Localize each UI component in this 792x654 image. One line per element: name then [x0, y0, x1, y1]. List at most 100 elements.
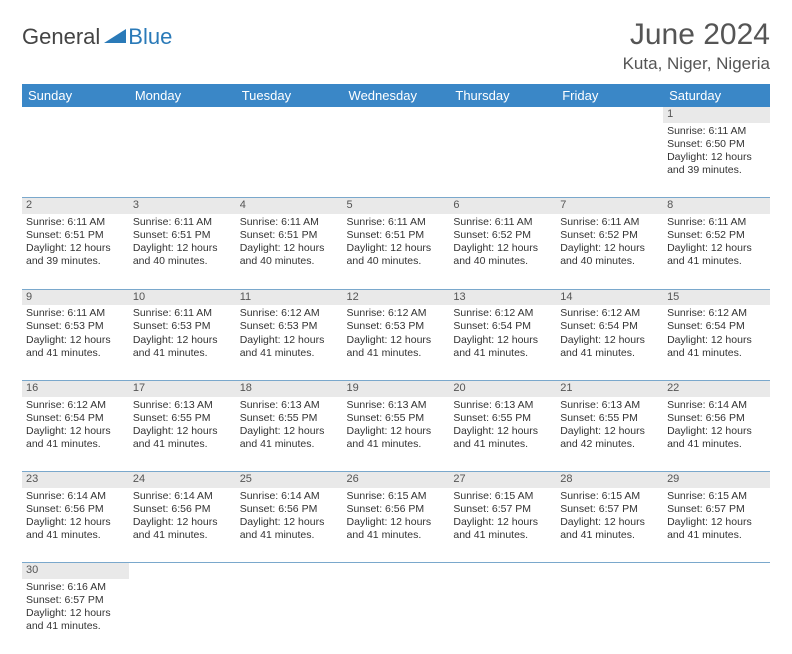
- day-number: 28: [556, 472, 663, 488]
- day-cell: Sunrise: 6:11 AMSunset: 6:50 PMDaylight:…: [663, 123, 770, 198]
- daylight-text: Daylight: 12 hours and 41 minutes.: [133, 425, 232, 451]
- title-block: June 2024 Kuta, Niger, Nigeria: [623, 18, 770, 74]
- day-cell: [236, 579, 343, 654]
- sunset-text: Sunset: 6:57 PM: [560, 503, 659, 516]
- sunset-text: Sunset: 6:52 PM: [453, 229, 552, 242]
- daylight-text: Daylight: 12 hours and 41 minutes.: [240, 516, 339, 542]
- daylight-text: Daylight: 12 hours and 41 minutes.: [667, 242, 766, 268]
- header-row: General Blue June 2024 Kuta, Niger, Nige…: [22, 18, 770, 74]
- day-number: 10: [129, 289, 236, 305]
- month-title: June 2024: [623, 18, 770, 52]
- sunset-text: Sunset: 6:52 PM: [560, 229, 659, 242]
- day-content-row: Sunrise: 6:11 AMSunset: 6:50 PMDaylight:…: [22, 123, 770, 198]
- brand-logo: General Blue: [22, 24, 172, 50]
- sunset-text: Sunset: 6:54 PM: [26, 412, 125, 425]
- day-cell: Sunrise: 6:14 AMSunset: 6:56 PMDaylight:…: [236, 488, 343, 563]
- sunset-text: Sunset: 6:54 PM: [560, 320, 659, 333]
- daylight-text: Daylight: 12 hours and 41 minutes.: [667, 516, 766, 542]
- day-number: 25: [236, 472, 343, 488]
- day-number-row: 2345678: [22, 198, 770, 214]
- day-cell: Sunrise: 6:12 AMSunset: 6:54 PMDaylight:…: [556, 305, 663, 380]
- day-number-row: 9101112131415: [22, 289, 770, 305]
- day-cell: Sunrise: 6:11 AMSunset: 6:52 PMDaylight:…: [449, 214, 556, 289]
- day-number: 17: [129, 380, 236, 396]
- day-cell: [129, 123, 236, 198]
- brand-text-2: Blue: [128, 24, 172, 50]
- day-cell: Sunrise: 6:13 AMSunset: 6:55 PMDaylight:…: [449, 397, 556, 472]
- day-cell: [343, 579, 450, 654]
- day-cell: Sunrise: 6:11 AMSunset: 6:53 PMDaylight:…: [129, 305, 236, 380]
- day-number-row: 23242526272829: [22, 472, 770, 488]
- daylight-text: Daylight: 12 hours and 41 minutes.: [240, 334, 339, 360]
- day-cell: Sunrise: 6:11 AMSunset: 6:53 PMDaylight:…: [22, 305, 129, 380]
- day-number-row: 16171819202122: [22, 380, 770, 396]
- day-cell: Sunrise: 6:15 AMSunset: 6:57 PMDaylight:…: [556, 488, 663, 563]
- sunset-text: Sunset: 6:53 PM: [347, 320, 446, 333]
- day-cell: Sunrise: 6:13 AMSunset: 6:55 PMDaylight:…: [129, 397, 236, 472]
- sunset-text: Sunset: 6:51 PM: [240, 229, 339, 242]
- day-number-row: 30: [22, 563, 770, 579]
- sunrise-text: Sunrise: 6:14 AM: [26, 490, 125, 503]
- day-number: [343, 563, 450, 579]
- daylight-text: Daylight: 12 hours and 41 minutes.: [26, 516, 125, 542]
- day-number: [663, 563, 770, 579]
- daylight-text: Daylight: 12 hours and 40 minutes.: [560, 242, 659, 268]
- day-cell: Sunrise: 6:11 AMSunset: 6:51 PMDaylight:…: [129, 214, 236, 289]
- day-number: 20: [449, 380, 556, 396]
- sunrise-text: Sunrise: 6:12 AM: [560, 307, 659, 320]
- sunset-text: Sunset: 6:56 PM: [133, 503, 232, 516]
- day-number: [236, 563, 343, 579]
- sunrise-text: Sunrise: 6:14 AM: [240, 490, 339, 503]
- day-number: 23: [22, 472, 129, 488]
- sunrise-text: Sunrise: 6:13 AM: [240, 399, 339, 412]
- sunset-text: Sunset: 6:55 PM: [133, 412, 232, 425]
- sunrise-text: Sunrise: 6:11 AM: [347, 216, 446, 229]
- sunrise-text: Sunrise: 6:15 AM: [667, 490, 766, 503]
- sunset-text: Sunset: 6:56 PM: [240, 503, 339, 516]
- daylight-text: Daylight: 12 hours and 41 minutes.: [453, 334, 552, 360]
- sunrise-text: Sunrise: 6:11 AM: [667, 216, 766, 229]
- sunset-text: Sunset: 6:57 PM: [667, 503, 766, 516]
- day-number: 12: [343, 289, 450, 305]
- day-cell: Sunrise: 6:11 AMSunset: 6:52 PMDaylight:…: [663, 214, 770, 289]
- day-number: 13: [449, 289, 556, 305]
- sunset-text: Sunset: 6:56 PM: [667, 412, 766, 425]
- sunset-text: Sunset: 6:51 PM: [347, 229, 446, 242]
- sunset-text: Sunset: 6:55 PM: [560, 412, 659, 425]
- day-number: 11: [236, 289, 343, 305]
- sunrise-text: Sunrise: 6:15 AM: [453, 490, 552, 503]
- sunrise-text: Sunrise: 6:12 AM: [26, 399, 125, 412]
- day-cell: Sunrise: 6:11 AMSunset: 6:52 PMDaylight:…: [556, 214, 663, 289]
- day-number: 30: [22, 563, 129, 579]
- day-header: Tuesday: [236, 84, 343, 107]
- day-cell: Sunrise: 6:11 AMSunset: 6:51 PMDaylight:…: [22, 214, 129, 289]
- day-cell: Sunrise: 6:14 AMSunset: 6:56 PMDaylight:…: [22, 488, 129, 563]
- day-cell: [556, 579, 663, 654]
- day-cell: [449, 579, 556, 654]
- day-cell: Sunrise: 6:13 AMSunset: 6:55 PMDaylight:…: [236, 397, 343, 472]
- day-cell: Sunrise: 6:15 AMSunset: 6:57 PMDaylight:…: [663, 488, 770, 563]
- sunrise-text: Sunrise: 6:11 AM: [560, 216, 659, 229]
- sunrise-text: Sunrise: 6:11 AM: [26, 307, 125, 320]
- sunset-text: Sunset: 6:54 PM: [453, 320, 552, 333]
- day-cell: Sunrise: 6:12 AMSunset: 6:54 PMDaylight:…: [22, 397, 129, 472]
- daylight-text: Daylight: 12 hours and 40 minutes.: [133, 242, 232, 268]
- day-number: 22: [663, 380, 770, 396]
- daylight-text: Daylight: 12 hours and 41 minutes.: [560, 334, 659, 360]
- daylight-text: Daylight: 12 hours and 41 minutes.: [133, 334, 232, 360]
- day-number: [22, 107, 129, 123]
- day-content-row: Sunrise: 6:11 AMSunset: 6:51 PMDaylight:…: [22, 214, 770, 289]
- day-cell: Sunrise: 6:12 AMSunset: 6:53 PMDaylight:…: [236, 305, 343, 380]
- daylight-text: Daylight: 12 hours and 41 minutes.: [133, 516, 232, 542]
- sunrise-text: Sunrise: 6:12 AM: [453, 307, 552, 320]
- sunset-text: Sunset: 6:53 PM: [26, 320, 125, 333]
- day-header: Monday: [129, 84, 236, 107]
- sunrise-text: Sunrise: 6:11 AM: [133, 216, 232, 229]
- sunrise-text: Sunrise: 6:13 AM: [347, 399, 446, 412]
- sunrise-text: Sunrise: 6:12 AM: [667, 307, 766, 320]
- sunset-text: Sunset: 6:55 PM: [240, 412, 339, 425]
- daylight-text: Daylight: 12 hours and 41 minutes.: [26, 425, 125, 451]
- day-number-row: 1: [22, 107, 770, 123]
- day-content-row: Sunrise: 6:12 AMSunset: 6:54 PMDaylight:…: [22, 397, 770, 472]
- day-number: 5: [343, 198, 450, 214]
